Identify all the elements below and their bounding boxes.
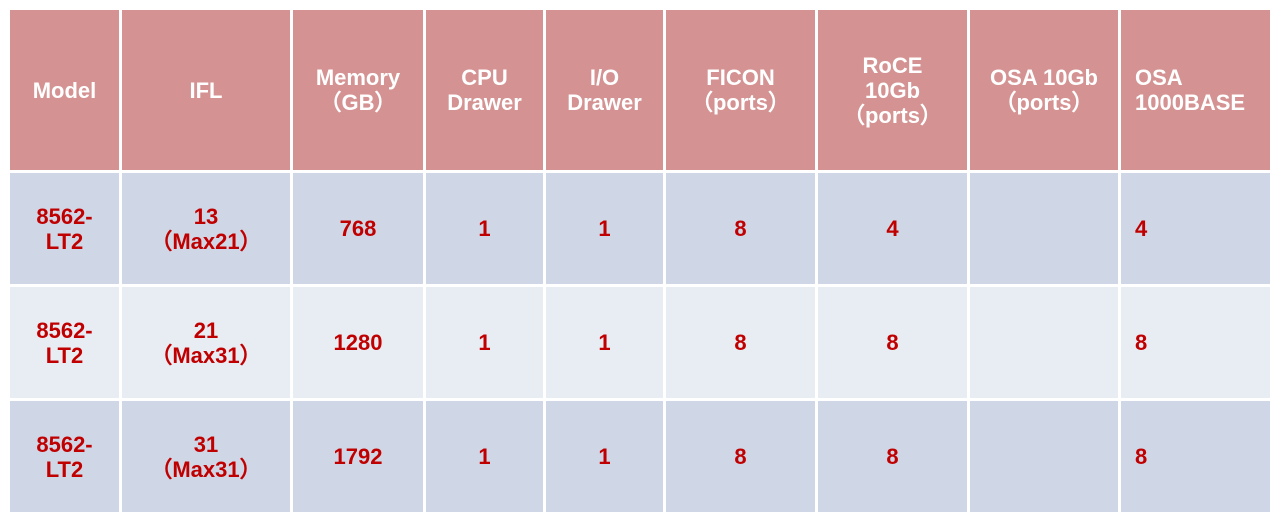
cell-roce: 8 [815, 398, 970, 515]
cell-ifl: 13 （Max21） [119, 170, 293, 287]
cell-memory: 768 [290, 170, 426, 287]
cell-ficon: 8 [663, 284, 818, 401]
cell-roce: 4 [815, 170, 970, 287]
cell-osa-10gb [967, 284, 1121, 401]
cell-model: 8562- LT2 [7, 170, 122, 287]
cell-ficon: 8 [663, 398, 818, 515]
cell-cpu-drawer: 1 [423, 398, 546, 515]
header-ficon: FICON （ports） [663, 7, 818, 173]
cell-cpu-drawer: 1 [423, 284, 546, 401]
table-row: 8562- LT2 31 （Max31） 1792 1 1 8 8 8 [7, 398, 1273, 515]
table-row: 8562- LT2 21 （Max31） 1280 1 1 8 8 8 [7, 284, 1273, 401]
cell-osa-10gb [967, 398, 1121, 515]
cell-osa-10gb [967, 170, 1121, 287]
cell-model: 8562- LT2 [7, 398, 122, 515]
header-cpu-drawer: CPU Drawer [423, 7, 546, 173]
header-model: Model [7, 7, 122, 173]
cell-io-drawer: 1 [543, 284, 666, 401]
cell-osa-1000base: 8 [1118, 398, 1273, 515]
cell-memory: 1280 [290, 284, 426, 401]
header-roce: RoCE 10Gb （ports） [815, 7, 970, 173]
header-memory: Memory （GB） [290, 7, 426, 173]
cell-ifl: 31 （Max31） [119, 398, 293, 515]
header-ifl: IFL [119, 7, 293, 173]
cell-ficon: 8 [663, 170, 818, 287]
cell-memory: 1792 [290, 398, 426, 515]
cell-osa-1000base: 4 [1118, 170, 1273, 287]
header-osa-1000base: OSA 1000BASE [1118, 7, 1273, 173]
cell-ifl: 21 （Max31） [119, 284, 293, 401]
header-row: Model IFL Memory （GB） CPU Drawer I/O Dra… [7, 7, 1273, 173]
header-osa-10gb: OSA 10Gb （ports） [967, 7, 1121, 173]
cell-roce: 8 [815, 284, 970, 401]
server-config-table: Model IFL Memory （GB） CPU Drawer I/O Dra… [7, 7, 1273, 515]
cell-cpu-drawer: 1 [423, 170, 546, 287]
header-io-drawer: I/O Drawer [543, 7, 666, 173]
cell-io-drawer: 1 [543, 170, 666, 287]
cell-osa-1000base: 8 [1118, 284, 1273, 401]
cell-io-drawer: 1 [543, 398, 666, 515]
cell-model: 8562- LT2 [7, 284, 122, 401]
table-row: 8562- LT2 13 （Max21） 768 1 1 8 4 4 [7, 170, 1273, 287]
